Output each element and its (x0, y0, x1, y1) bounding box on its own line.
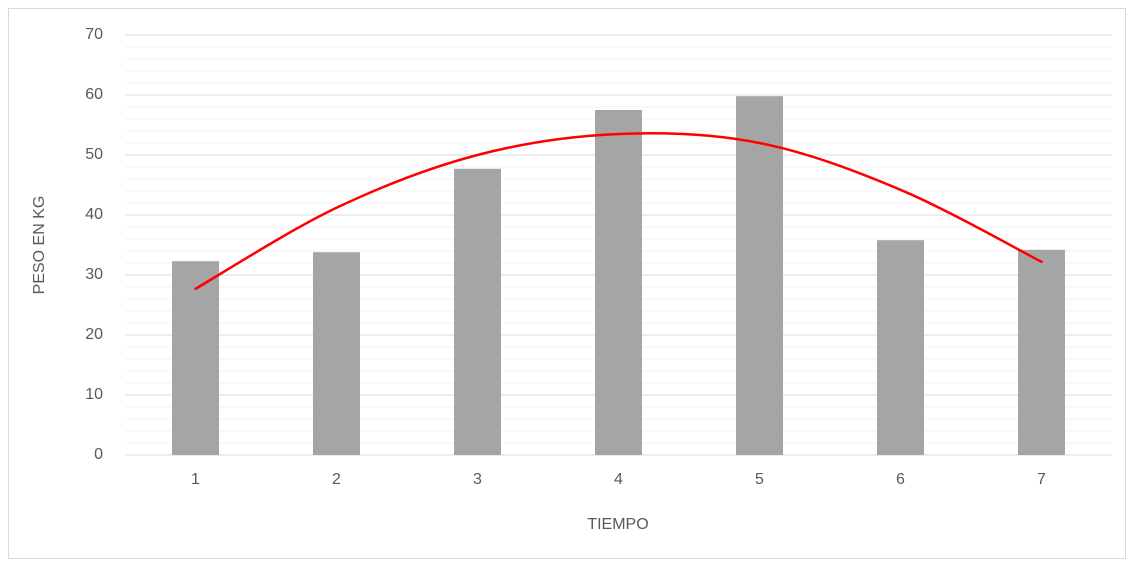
y-tick-label: 70 (85, 26, 103, 43)
trendline (194, 132, 1043, 291)
y-tick-label: 30 (85, 266, 103, 283)
bar (172, 261, 219, 455)
x-tick-label: 3 (473, 471, 482, 488)
y-tick-label: 20 (85, 326, 103, 343)
bar (1018, 249, 1065, 455)
x-axis-title: TIEMPO (587, 516, 648, 533)
x-tick-label: 4 (614, 471, 623, 488)
y-tick-label: 0 (94, 446, 103, 463)
bar (877, 240, 924, 455)
bar (736, 96, 783, 455)
y-tick-label: 60 (85, 86, 103, 103)
y-tick-label: 40 (85, 206, 103, 223)
y-tick-label: 50 (85, 146, 103, 163)
bar (313, 252, 360, 455)
bar (595, 110, 642, 455)
x-tick-label: 7 (1037, 471, 1046, 488)
bar (454, 168, 501, 456)
y-axis-title: PESO EN KG (31, 196, 48, 295)
x-tick-label: 5 (755, 471, 764, 488)
x-tick-label: 1 (191, 471, 200, 488)
x-tick-label: 2 (332, 471, 341, 488)
x-tick-label: 6 (896, 471, 905, 488)
y-tick-label: 10 (85, 386, 103, 403)
